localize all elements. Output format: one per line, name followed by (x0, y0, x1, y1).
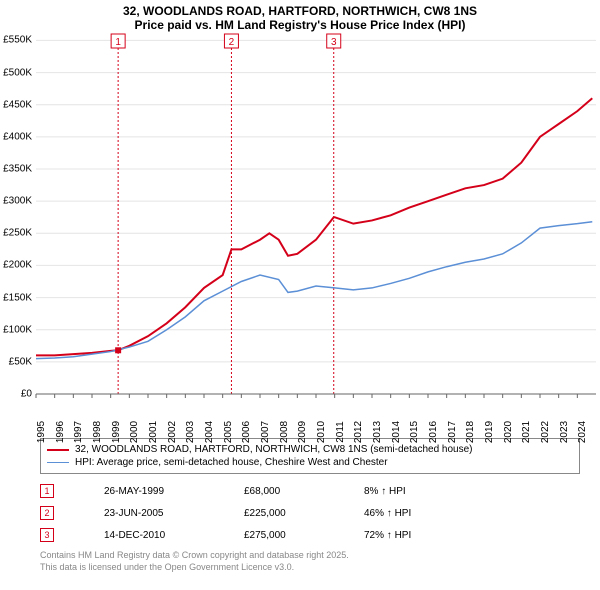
y-tick-label: £200K (3, 260, 32, 271)
x-tick-label: 2004 (204, 421, 215, 443)
title-block: 32, WOODLANDS ROAD, HARTFORD, NORTHWICH,… (0, 0, 600, 34)
x-tick-label: 2009 (297, 421, 308, 443)
x-tick-label: 2012 (353, 421, 364, 443)
x-tick-label: 2023 (559, 421, 570, 443)
x-tick-label: 2008 (279, 421, 290, 443)
x-tick-label: 2003 (185, 421, 196, 443)
title-line-1: 32, WOODLANDS ROAD, HARTFORD, NORTHWICH,… (0, 4, 600, 18)
y-tick-label: £250K (3, 228, 32, 239)
x-tick-label: 2010 (316, 421, 327, 443)
annotation-price: £68,000 (244, 486, 314, 497)
footer-line-1: Contains HM Land Registry data © Crown c… (40, 550, 580, 562)
svg-text:2: 2 (229, 37, 235, 48)
x-tick-label: 2016 (428, 421, 439, 443)
annotation-row: 3 14-DEC-2010 £275,000 72% ↑ HPI (40, 524, 580, 546)
x-tick-label: 1999 (111, 421, 122, 443)
annotation-date: 14-DEC-2010 (104, 530, 194, 541)
y-tick-label: £150K (3, 292, 32, 303)
footer-line-2: This data is licensed under the Open Gov… (40, 562, 580, 574)
chart-container: 32, WOODLANDS ROAD, HARTFORD, NORTHWICH,… (0, 0, 600, 590)
x-tick-label: 1997 (73, 421, 84, 443)
legend: 32, WOODLANDS ROAD, HARTFORD, NORTHWICH,… (40, 438, 580, 474)
x-tick-label: 2017 (447, 421, 458, 443)
y-tick-label: £450K (3, 99, 32, 110)
chart-area: £0£50K£100K£150K£200K£250K£300K£350K£400… (36, 34, 596, 394)
x-tick-label: 2013 (372, 421, 383, 443)
x-tick-label: 1995 (36, 421, 47, 443)
x-tick-label: 2011 (335, 421, 346, 443)
y-tick-label: £100K (3, 324, 32, 335)
x-tick-label: 2020 (503, 421, 514, 443)
legend-label: HPI: Average price, semi-detached house,… (75, 457, 388, 468)
x-tick-label: 2006 (241, 421, 252, 443)
title-line-2: Price paid vs. HM Land Registry's House … (0, 18, 600, 32)
y-tick-label: £400K (3, 131, 32, 142)
annotation-date: 26-MAY-1999 (104, 486, 194, 497)
y-tick-label: £550K (3, 35, 32, 46)
x-tick-label: 2019 (484, 421, 495, 443)
y-tick-label: £350K (3, 164, 32, 175)
y-tick-label: £500K (3, 67, 32, 78)
line-chart: 1 2 3 (36, 34, 596, 394)
footer: Contains HM Land Registry data © Crown c… (40, 550, 580, 573)
legend-label: 32, WOODLANDS ROAD, HARTFORD, NORTHWICH,… (75, 444, 473, 455)
x-tick-label: 2021 (521, 421, 532, 443)
annotation-pct: 46% ↑ HPI (364, 508, 411, 519)
legend-item: 32, WOODLANDS ROAD, HARTFORD, NORTHWICH,… (47, 443, 573, 456)
annotation-pct: 8% ↑ HPI (364, 486, 406, 497)
annotation-date: 23-JUN-2005 (104, 508, 194, 519)
annotation-marker: 1 (40, 484, 54, 498)
x-tick-label: 1998 (92, 421, 103, 443)
annotation-table: 1 26-MAY-1999 £68,000 8% ↑ HPI 2 23-JUN-… (40, 480, 580, 546)
x-tick-label: 1996 (55, 421, 66, 443)
y-tick-label: £0 (21, 389, 32, 400)
legend-swatch (47, 449, 69, 451)
x-tick-label: 2018 (465, 421, 476, 443)
y-tick-label: £50K (9, 356, 32, 367)
x-tick-label: 2005 (223, 421, 234, 443)
annotation-marker: 3 (40, 528, 54, 542)
x-tick-label: 2007 (260, 421, 271, 443)
x-tick-label: 2001 (148, 421, 159, 443)
annotation-row: 2 23-JUN-2005 £225,000 46% ↑ HPI (40, 502, 580, 524)
x-tick-label: 2015 (409, 421, 420, 443)
legend-item: HPI: Average price, semi-detached house,… (47, 456, 573, 469)
annotation-price: £275,000 (244, 530, 314, 541)
y-tick-label: £300K (3, 196, 32, 207)
x-tick-label: 2024 (577, 421, 588, 443)
annotation-marker: 2 (40, 506, 54, 520)
y-axis-labels: £0£50K£100K£150K£200K£250K£300K£350K£400… (0, 34, 34, 394)
svg-text:3: 3 (331, 37, 337, 48)
annotation-price: £225,000 (244, 508, 314, 519)
x-tick-label: 2022 (540, 421, 551, 443)
x-tick-label: 2000 (129, 421, 140, 443)
svg-text:1: 1 (115, 37, 121, 48)
x-tick-label: 2014 (391, 421, 402, 443)
annotation-row: 1 26-MAY-1999 £68,000 8% ↑ HPI (40, 480, 580, 502)
legend-swatch (47, 462, 69, 463)
annotation-pct: 72% ↑ HPI (364, 530, 411, 541)
x-tick-label: 2002 (167, 421, 178, 443)
